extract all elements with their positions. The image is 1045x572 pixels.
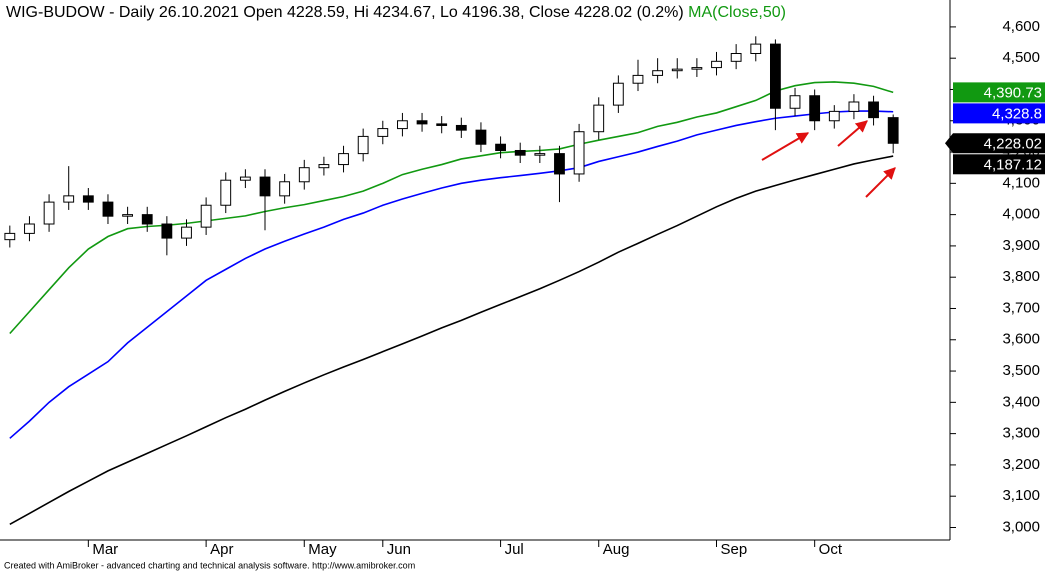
candle-body [887,117,899,144]
chart-title: WIG-BUDOW - Daily 26.10.2021 Open 4228.5… [6,4,786,21]
y-tick-label: 3,300 [1002,425,1040,442]
footer: Created with AmiBroker - advanced charti… [4,560,415,570]
candle-body [141,214,153,225]
price-label: 4,328.8 [992,105,1042,122]
candle-body [612,82,624,106]
x-tick-label: Apr [210,541,233,558]
plot-area [4,36,899,526]
ma-line [9,155,894,526]
price-label-box [953,154,1045,175]
y-tick-label: 4,500 [1002,49,1040,66]
candle-body [495,143,506,151]
price-label: 4,390.73 [984,84,1042,101]
y-tick-label: 4,100 [1002,174,1040,191]
candle-body [691,67,703,70]
candle-body [475,129,487,145]
price-label: 4,187.12 [984,156,1042,173]
y-tick-label: 3,400 [1002,393,1040,410]
candle-body [769,43,781,109]
price-label: 4,228.02 [984,135,1042,152]
annotation-arrows [761,120,896,198]
x-tick-label: May [308,541,337,558]
candle-body [377,128,389,137]
candle-body [848,101,860,112]
x-tick-label: Aug [603,541,630,558]
candle-body [338,153,349,166]
arrow [865,167,896,198]
price-label-box [945,133,1045,154]
candle-body [239,176,251,181]
candle-body [82,195,94,203]
candle-body [573,131,585,175]
y-tick-label: 3,100 [1002,487,1040,504]
x-tick-label: Sep [721,541,748,558]
y-tick-label: 4,000 [1002,206,1040,223]
candle-body [750,43,762,54]
y-tick-label: 3,600 [1002,331,1040,348]
legend-entry: MA(Close,50) [688,4,786,21]
candle-body [671,68,683,72]
candle-body [4,232,16,241]
candle-body [200,204,212,228]
candle-body [652,70,664,76]
candle-body [789,95,801,109]
candle-body [318,164,330,169]
candle-body [397,120,408,130]
candle-body [220,179,232,206]
candle-body [868,101,879,119]
title-text: WIG-BUDOW - Daily 26.10.2021 Open 4228.5… [6,4,684,21]
candle-body [436,123,448,126]
y-tick-label: 3,900 [1002,237,1040,254]
candle-body [534,153,546,156]
candle-body [554,153,565,175]
candle-body [63,195,75,203]
candle-body [730,52,742,62]
candle-body [514,149,526,156]
candle-body [161,223,173,239]
candle-body [24,223,35,234]
arrow [837,120,868,147]
candle-body [711,60,722,69]
candle-body [181,226,192,239]
price-label-box [953,103,1045,124]
y-tick-label: 3,200 [1002,456,1040,473]
candle-body [279,181,291,197]
ma-line [9,81,894,335]
x-tick-label: Jul [505,541,524,558]
candle-body [43,201,55,225]
candle-body [828,110,840,122]
candle-body [102,201,114,217]
x-tick-label: Mar [92,541,118,558]
candle-body [416,120,428,125]
candle-body [259,176,271,197]
candle-body [593,104,605,133]
x-tick-label: Jun [387,541,411,558]
candle-body [122,214,134,217]
y-tick-label: 3,700 [1002,299,1040,316]
candle-body [455,124,467,131]
y-tick-label: 4,600 [1002,18,1040,35]
arrow [761,132,810,161]
candle-body [357,135,369,155]
ma-line [9,110,894,439]
y-tick-label: 3,500 [1002,362,1040,379]
x-tick-label: Oct [819,541,843,558]
candle-body [632,74,644,84]
y-tick-label: 3,000 [1002,518,1040,535]
y-tick-label: 3,800 [1002,268,1040,285]
price-label-box [953,82,1045,103]
candle-body [298,167,310,183]
candle-body [809,95,821,122]
